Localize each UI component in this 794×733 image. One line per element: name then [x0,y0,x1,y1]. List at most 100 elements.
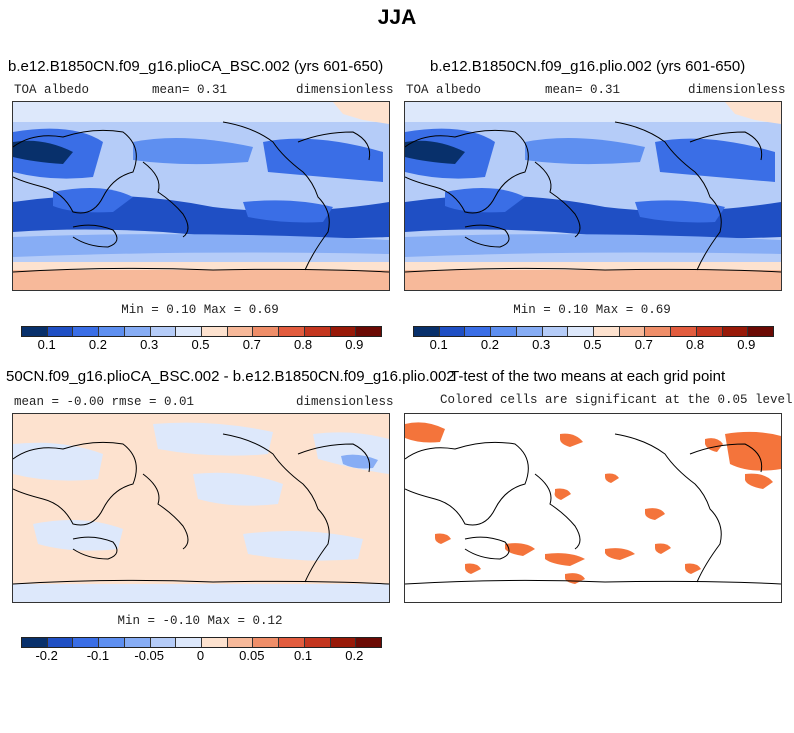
colorbar-swatch [99,638,125,647]
albedo-arctic-high [333,102,389,124]
panel-bl-map [12,413,390,603]
coastlines [405,433,781,585]
significant-cell [685,563,701,574]
significant-cell [645,508,665,520]
significant-cell [505,543,535,556]
panel-br-subtitle: Colored cells are significant at the 0.0… [440,393,793,407]
panel-bl-title: 50CN.f09_g16.plioCA_BSC.002 - b.e12.B185… [6,368,455,385]
ttest-background [405,414,781,602]
colorbar-tick-label: 0.2 [345,648,364,663]
albedo-min-spot [13,140,73,164]
albedo-arctic-band [13,102,389,122]
colorbar-swatch [124,638,151,647]
colorbar-tick-label: 0.5 [191,337,210,352]
albedo-antarctic-high [405,270,781,290]
significant-cell [554,488,571,500]
significant-cell [465,563,481,574]
colorbar-swatch [645,327,672,336]
coastlines [13,433,389,585]
colorbar-swatch [671,327,697,336]
colorbar-tick-label: 0.8 [686,337,705,352]
significant-cell [605,548,635,560]
diff-neg-region [13,442,103,481]
colorbar-tick-label: 0.1 [37,337,56,352]
panel-bl-minmax: Min = -0.10 Max = 0.12 [117,614,283,628]
colorbar-tick-label: -0.2 [35,648,58,663]
colorbar-tick-label: 0.7 [634,337,653,352]
albedo-arctic-high [725,102,781,124]
significant-cells [405,422,781,584]
figure-title: JJA [377,6,417,29]
panel-tl-colorbar-ticks: 0.1 0.2 0.3 0.5 0.7 0.8 0.9 [21,337,380,353]
colorbar-tick-label: -0.05 [134,648,165,663]
colorbar-tick-label: 0.5 [583,337,602,352]
colorbar-swatch [414,327,440,336]
panel-bl-colorbar-ticks: -0.2 -0.1 -0.05 0 0.05 0.1 0.2 [21,648,380,664]
colorbar-swatch [73,638,100,647]
diff-neg-region [193,472,283,506]
panel-bl-colorbar [21,637,382,648]
albedo-low-npac [133,138,253,165]
diff-neg-region [243,530,363,561]
colorbar-swatch [22,327,48,336]
albedo-low-spac [635,200,725,223]
colorbar-tick-label: 0 [196,648,205,663]
colorbar-swatch [304,327,331,336]
colorbar-swatch [73,327,100,336]
panel-tr-mean: mean= 0.31 [545,83,621,97]
albedo-low-npac [525,138,645,165]
colorbar-swatch [202,638,228,647]
albedo-antarctic-high [13,270,389,290]
albedo-southern-ocean [405,234,781,257]
panel-tr-colorbar-ticks: 0.1 0.2 0.3 0.5 0.7 0.8 0.9 [413,337,772,353]
panel-br-map [404,413,782,603]
panel-tr-variable: TOA albedo [406,83,482,97]
colorbar-tick-label: 0.3 [140,337,159,352]
panel-tr-title: b.e12.B1850CN.f09_g16.plio.002 (yrs 601-… [430,58,746,75]
albedo-min-spot [405,140,465,164]
albedo-low-indian [53,188,133,213]
colorbar-tick-label: 0.2 [480,337,499,352]
colorbar-swatch [227,638,254,647]
colorbar-swatch [47,327,74,336]
colorbar-swatch [491,327,517,336]
diff-neg-region [153,422,273,456]
significant-cell [405,422,445,443]
coastlines [405,121,781,273]
colorbar-tick-label: 0.2 [88,337,107,352]
panel-tr-units: dimensionless [688,83,786,97]
colorbar-swatch [330,638,357,647]
colorbar-swatch [542,327,569,336]
colorbar-swatch [253,638,280,647]
colorbar-swatch [594,327,620,336]
panel-br-title: T-test of the two means at each grid poi… [450,368,726,385]
colorbar-tick-label: 0.3 [532,337,551,352]
panel-tr-minmax: Min = 0.10 Max = 0.69 [513,303,671,317]
colorbar-tick-label: 0.1 [294,648,313,663]
panel-tl-colorbar [21,326,382,337]
panel-tl-title: b.e12.B1850CN.f09_g16.plioCA_BSC.002 (yr… [8,58,384,75]
colorbar-swatch [124,327,151,336]
colorbar-swatch [330,327,357,336]
panel-bl-stats: mean = -0.00 rmse = 0.01 [14,395,195,409]
albedo-low-indian [445,188,525,213]
significant-cell [435,533,451,544]
significant-cell [725,431,781,471]
diff-antarctic-band [13,584,389,602]
colorbar-swatch [279,638,305,647]
significant-cell [705,438,723,452]
panel-tl-mean: mean= 0.31 [152,83,228,97]
colorbar-swatch [465,327,492,336]
colorbar-swatch [150,327,177,336]
colorbar-swatch [516,327,543,336]
colorbar-swatch [99,327,125,336]
panel-tl-minmax: Min = 0.10 Max = 0.69 [121,303,279,317]
colorbar-swatch [253,327,280,336]
diff-neg-strong [341,454,378,469]
colorbar-swatch [202,327,228,336]
colorbar-swatch [176,638,203,647]
significant-cell [745,473,773,489]
albedo-low-natl [263,138,383,182]
colorbar-tick-label: -0.1 [86,648,110,663]
colorbar-tick-label: 0.1 [429,337,448,352]
